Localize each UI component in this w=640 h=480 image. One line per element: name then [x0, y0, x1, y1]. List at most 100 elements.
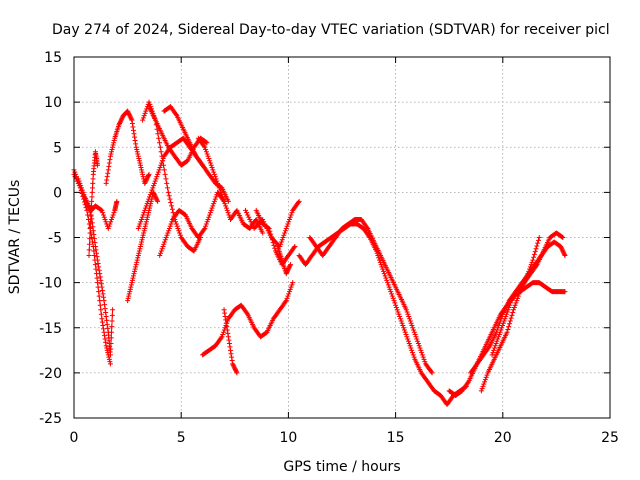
- data-point: [128, 115, 134, 121]
- data-point: [211, 198, 217, 204]
- data-point: [152, 178, 158, 184]
- data-point: [480, 383, 486, 389]
- data-point: [244, 210, 250, 216]
- data-point: [108, 219, 114, 225]
- data-point: [282, 299, 288, 305]
- data-point: [109, 147, 115, 153]
- data-point: [97, 302, 103, 308]
- data-point: [215, 180, 221, 186]
- data-point: [88, 213, 94, 219]
- data-point: [165, 189, 171, 195]
- data-point: [223, 317, 229, 323]
- data-point: [510, 310, 516, 316]
- data-point: [166, 225, 172, 231]
- data-point: [286, 265, 292, 271]
- data-point: [562, 253, 568, 259]
- data-point: [224, 207, 230, 213]
- data-point: [222, 201, 228, 207]
- data-point: [151, 191, 157, 197]
- data-point: [278, 241, 284, 247]
- data-point: [244, 310, 250, 316]
- data-point: [418, 347, 424, 353]
- data-point: [401, 327, 407, 333]
- data-point: [109, 216, 115, 222]
- data-point: [76, 178, 82, 184]
- data-point: [137, 244, 143, 250]
- data-point: [562, 289, 568, 295]
- data-point: [133, 141, 139, 147]
- data-point: [107, 157, 113, 163]
- data-point: [103, 313, 109, 319]
- data-point: [139, 216, 145, 222]
- data-point: [530, 257, 536, 263]
- data-point: [177, 232, 183, 238]
- data-point: [110, 307, 116, 313]
- data-point: [140, 235, 146, 240]
- data-point: [135, 255, 141, 261]
- data-point: [95, 162, 101, 168]
- series-sat-n: [221, 307, 240, 376]
- data-point: [218, 189, 224, 195]
- data-point: [404, 309, 410, 315]
- data-point: [154, 197, 160, 203]
- data-point: [211, 201, 217, 207]
- data-point: [401, 325, 407, 331]
- data-point: [289, 210, 295, 216]
- data-point: [144, 106, 150, 112]
- data-point: [381, 271, 387, 277]
- y-tick-label: 10: [44, 95, 62, 111]
- data-point: [137, 246, 143, 252]
- data-point: [105, 325, 111, 331]
- y-tick-label: -15: [39, 321, 62, 337]
- data-point: [153, 176, 159, 182]
- data-point: [104, 321, 110, 327]
- data-point: [209, 165, 215, 171]
- data-point: [99, 207, 105, 213]
- data-point: [160, 158, 166, 164]
- data-point: [410, 352, 416, 358]
- data-point: [267, 228, 273, 234]
- data-point: [402, 329, 408, 335]
- data-point: [387, 286, 393, 292]
- data-point: [157, 144, 163, 150]
- data-point: [132, 268, 138, 274]
- data-point: [90, 228, 96, 234]
- data-point: [89, 189, 95, 195]
- data-point: [389, 293, 395, 299]
- data-point: [104, 317, 110, 323]
- data-point: [278, 239, 284, 245]
- data-point: [88, 203, 94, 209]
- data-point: [496, 332, 502, 338]
- x-tick-label: 20: [494, 430, 512, 446]
- data-point: [79, 187, 85, 193]
- data-point: [208, 207, 214, 213]
- data-point: [148, 189, 154, 195]
- data-point: [559, 246, 565, 252]
- data-point: [266, 225, 272, 231]
- data-point: [132, 137, 138, 143]
- data-point: [228, 351, 234, 357]
- data-point: [395, 309, 401, 315]
- data-point: [100, 322, 106, 328]
- data-point: [92, 262, 98, 268]
- data-point: [407, 343, 413, 349]
- data-point: [137, 160, 143, 166]
- series-sat-w: [478, 235, 542, 394]
- data-point: [109, 329, 115, 335]
- data-point: [407, 318, 413, 324]
- data-point: [72, 174, 78, 180]
- data-point: [233, 368, 239, 374]
- data-point: [409, 322, 415, 328]
- data-point: [91, 232, 97, 238]
- data-point: [149, 187, 155, 193]
- data-point: [504, 329, 510, 335]
- data-point: [561, 251, 567, 257]
- data-point: [224, 324, 230, 330]
- data-point: [529, 259, 535, 265]
- data-point: [90, 224, 96, 230]
- data-point: [141, 228, 147, 234]
- data-point: [143, 108, 149, 114]
- data-point: [227, 344, 233, 350]
- data-point: [290, 280, 296, 286]
- data-point: [381, 268, 387, 274]
